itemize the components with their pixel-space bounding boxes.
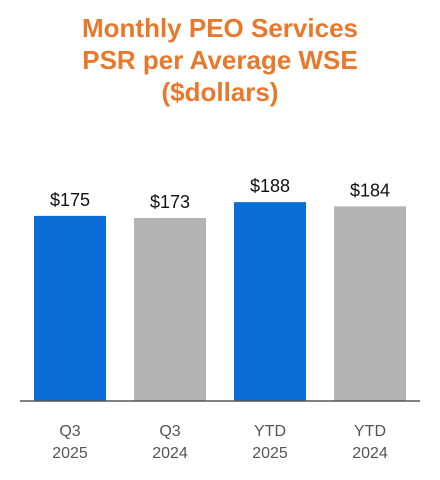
value-label-1: $175 — [50, 190, 90, 210]
x-tick-label-1-line-2: 2025 — [52, 445, 88, 462]
x-tick-label-2-line-2: 2024 — [152, 445, 188, 462]
bar-2 — [134, 217, 206, 401]
chart-title-line-1: Monthly PEO Services — [82, 13, 358, 43]
bar-1 — [34, 215, 106, 401]
x-tick-label-2-line-1: Q3 — [159, 423, 180, 440]
chart-title: Monthly PEO Services PSR per Average WSE… — [0, 12, 440, 108]
chart-title-line-2: PSR per Average WSE — [82, 45, 358, 75]
bar-4 — [334, 206, 406, 401]
chart-title-line-3: ($dollars) — [161, 77, 279, 107]
value-label-3: $188 — [250, 176, 290, 196]
x-tick-label-3-line-2: 2025 — [252, 445, 288, 462]
value-label-4: $184 — [350, 180, 390, 200]
value-label-2: $173 — [150, 192, 190, 212]
x-tick-label-4-line-1: YTD — [354, 423, 386, 440]
bars-group — [34, 202, 406, 401]
x-tick-label-4-line-2: 2024 — [352, 445, 388, 462]
labels-group: $175 Q3 2025 $173 Q3 2024 $188 YTD 2025 $184 YTD 20… — [50, 176, 390, 462]
bar-3 — [234, 202, 306, 401]
x-tick-label-3-line-1: YTD — [254, 423, 286, 440]
x-tick-label-1-line-1: Q3 — [59, 423, 80, 440]
